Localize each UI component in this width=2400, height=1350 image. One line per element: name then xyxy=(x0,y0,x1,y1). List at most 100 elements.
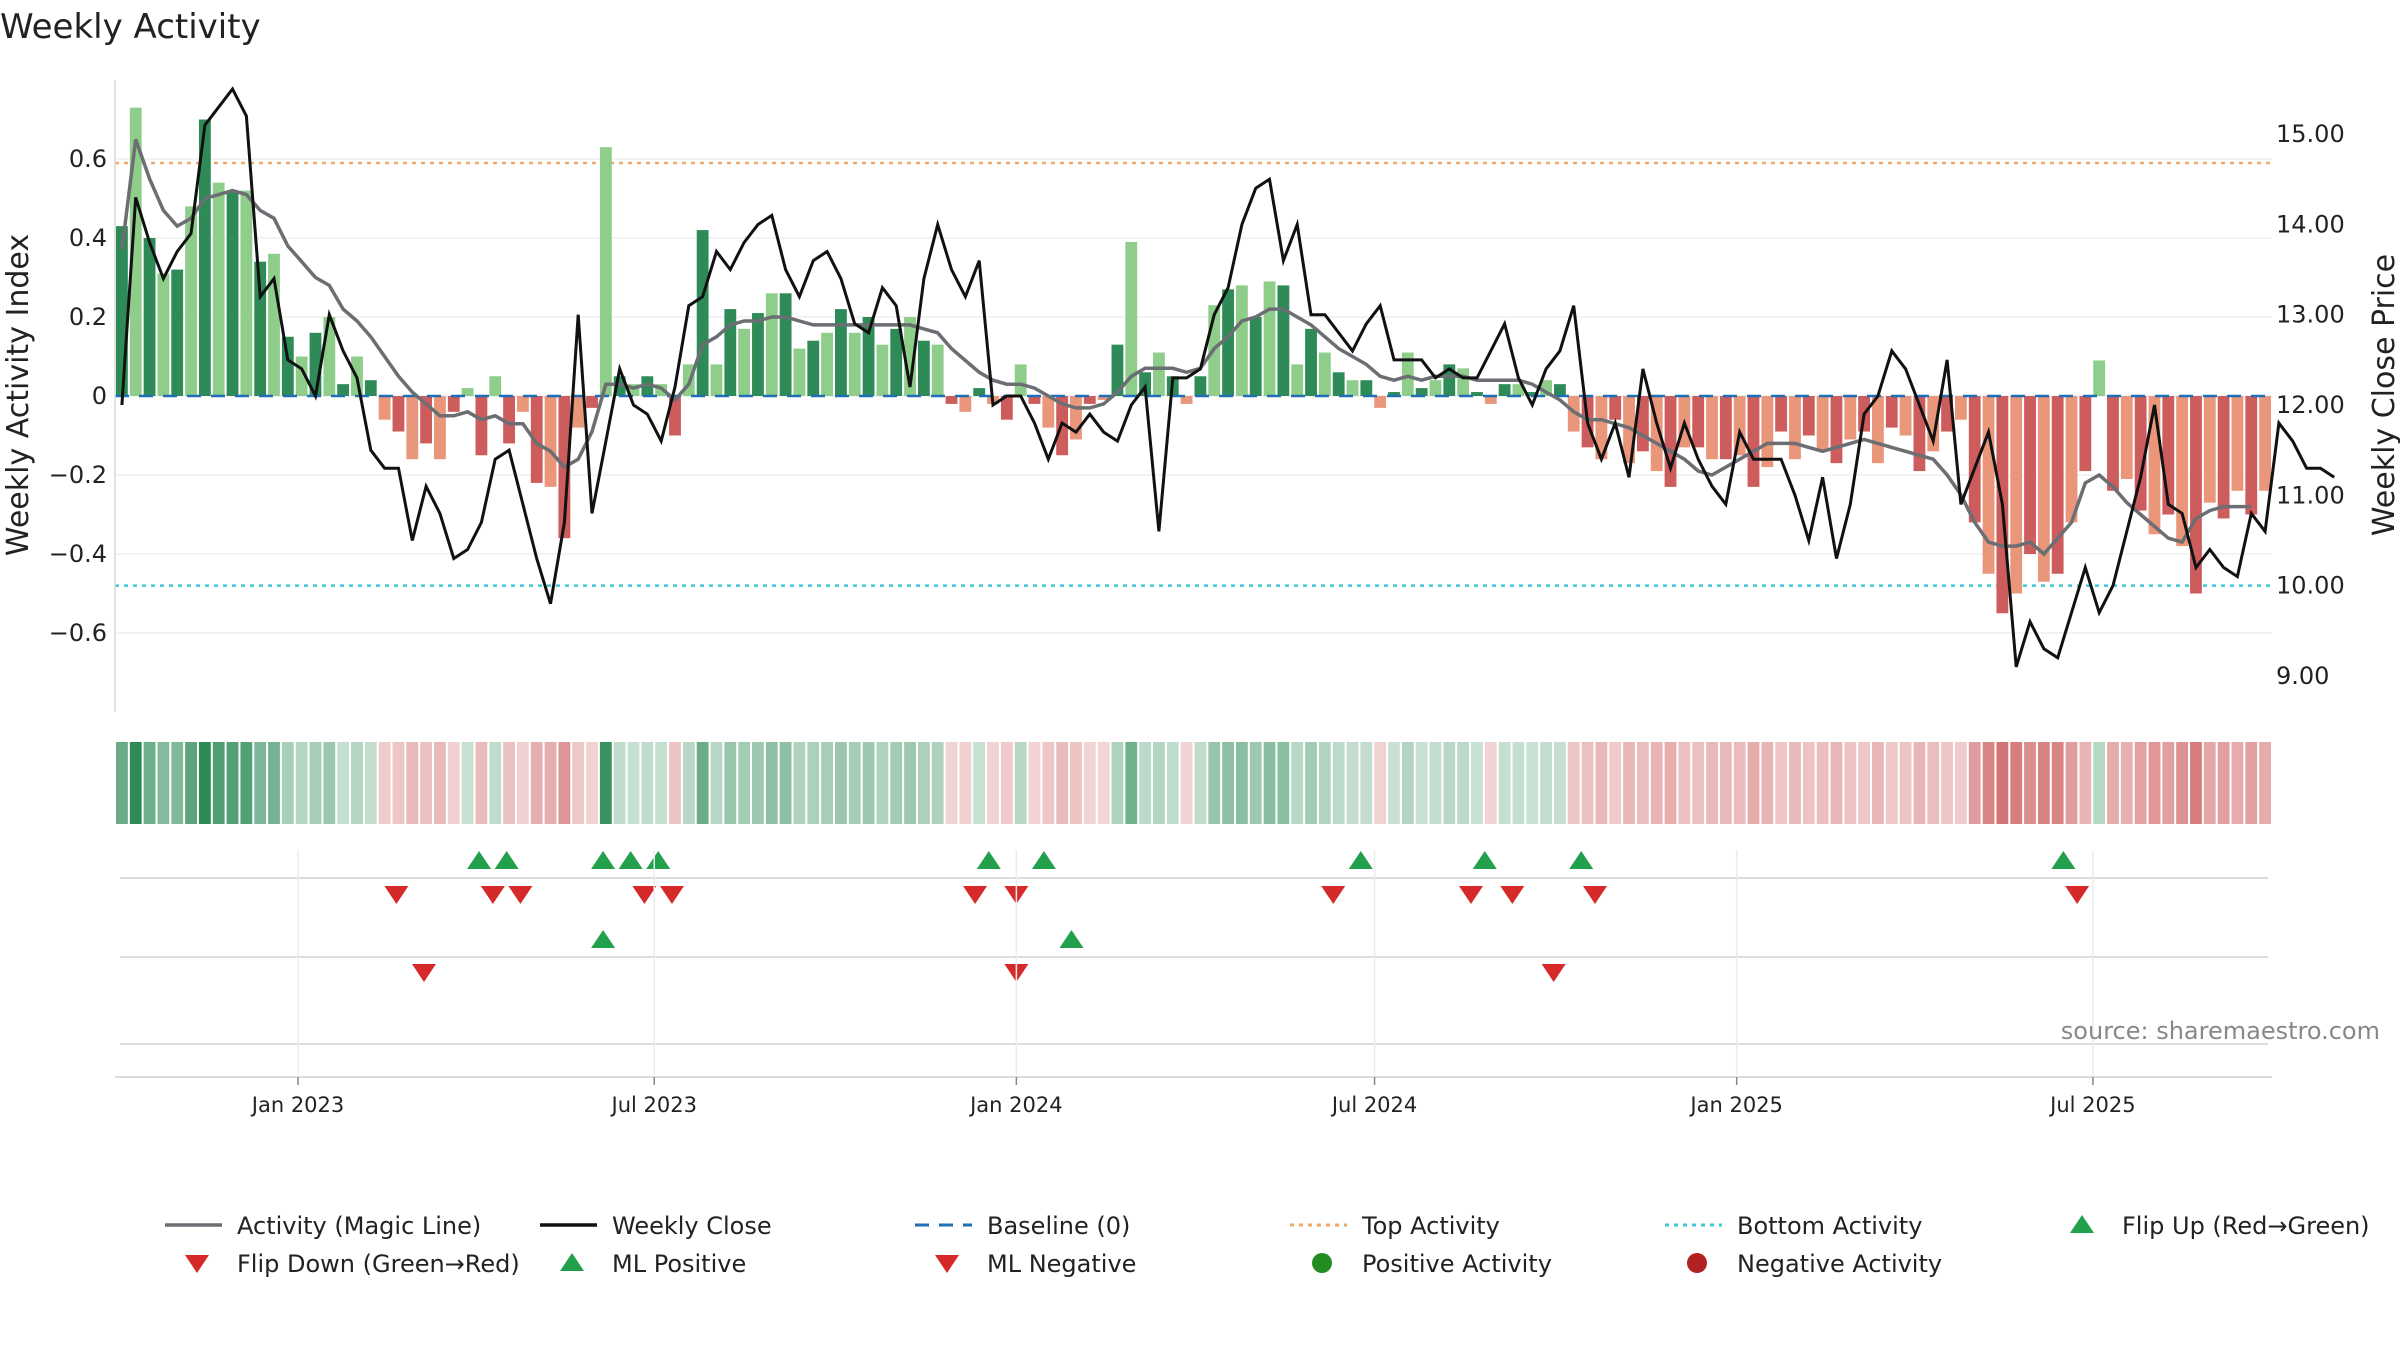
y-tick-right: 11.00 xyxy=(2276,481,2345,509)
activity-bar xyxy=(917,340,930,396)
strip-cell xyxy=(2190,742,2202,824)
magic-line xyxy=(120,138,2252,557)
legend-label: Activity (Magic Line) xyxy=(237,1212,481,1240)
activity-bar xyxy=(1733,396,1746,456)
activity-bar xyxy=(1291,364,1304,396)
strip-cell xyxy=(931,742,944,824)
strip-cell xyxy=(1056,742,1069,824)
strip-cell xyxy=(2024,742,2036,824)
strip-cell xyxy=(682,742,695,824)
strip-cell xyxy=(973,742,986,824)
strip-cell xyxy=(378,742,391,824)
activity-bar xyxy=(1125,241,1138,396)
activity-bar xyxy=(613,376,626,396)
y-tick-left: −0.6 xyxy=(49,619,107,647)
flip-down-marker xyxy=(632,886,657,904)
activity-bar xyxy=(807,340,820,396)
activity-bar xyxy=(1014,364,1027,396)
activity-bar xyxy=(1153,352,1165,396)
activity-bar xyxy=(489,376,502,396)
activity-bar xyxy=(1664,396,1677,487)
strip-cell xyxy=(1305,742,1317,824)
strip-cell xyxy=(1000,742,1013,824)
y-axis-right-label: Weekly Close Price xyxy=(2367,254,2400,536)
strip-cell xyxy=(1913,742,1926,824)
x-tick-label: Jul 2023 xyxy=(610,1093,697,1117)
activity-bar xyxy=(1761,396,1774,468)
strip-cell xyxy=(945,742,958,824)
flip-up-marker xyxy=(1031,851,1056,869)
strip-cell xyxy=(710,742,723,824)
strip-cell xyxy=(1623,742,1635,824)
activity-bar xyxy=(931,344,944,396)
strip-cell xyxy=(1872,742,1884,824)
x-tick-label: Jan 2025 xyxy=(1688,1093,1783,1117)
activity-bar xyxy=(1070,396,1082,440)
strip-cell xyxy=(904,742,916,824)
flip-down-marker xyxy=(659,886,684,904)
strip-cell xyxy=(434,742,446,824)
strip-cell xyxy=(2148,742,2161,824)
activity-bar xyxy=(1802,396,1815,436)
strip-cell xyxy=(1222,742,1234,824)
activity-bar xyxy=(876,344,889,396)
strip-cell xyxy=(599,742,612,824)
activity-bar xyxy=(1097,396,1110,400)
activity-bar xyxy=(641,376,654,396)
activity-bar xyxy=(1954,396,1967,420)
strip-cell xyxy=(268,742,280,824)
strip-cell xyxy=(240,742,253,824)
strip-cell xyxy=(1830,742,1843,824)
legend-label: Baseline (0) xyxy=(987,1212,1130,1240)
strip-cell xyxy=(475,742,488,824)
strip-cell xyxy=(1982,742,1995,824)
legend-swatch xyxy=(2070,1215,2094,1233)
strip-cell xyxy=(765,742,778,824)
activity-bar xyxy=(129,107,142,397)
strip-cell xyxy=(1028,742,1041,824)
activity-bar xyxy=(1305,328,1317,396)
ml-negative-marker xyxy=(1541,964,1566,982)
strip-cell xyxy=(1166,742,1179,824)
strip-cell xyxy=(1415,742,1428,824)
activity-bar xyxy=(2217,396,2230,519)
strip-cell xyxy=(2259,742,2271,824)
strip-cell xyxy=(323,742,336,824)
activity-bar xyxy=(1388,392,1400,396)
activity-bar xyxy=(848,332,861,396)
activity-bar xyxy=(337,384,350,396)
activity-bar xyxy=(1719,396,1732,460)
strip-cell xyxy=(1706,742,1718,824)
strip-cell xyxy=(2245,742,2258,824)
strip-cell xyxy=(1941,742,1953,824)
activity-bar xyxy=(1913,396,1926,472)
activity-bar xyxy=(738,328,751,396)
strip-cell xyxy=(848,742,861,824)
strip-cell xyxy=(2051,742,2064,824)
strip-cell xyxy=(987,742,999,824)
strip-cell xyxy=(1554,742,1566,824)
flip-down-marker xyxy=(963,886,988,904)
strip-cell xyxy=(171,742,184,824)
flip-up-marker xyxy=(1348,851,1373,869)
strip-cell xyxy=(1678,742,1691,824)
source-credit: source: sharemaestro.com xyxy=(2061,1017,2380,1045)
y-tick-left: 0 xyxy=(92,382,107,410)
strip-cell xyxy=(1540,742,1552,824)
activity-bar xyxy=(959,396,972,412)
activity-bar xyxy=(793,348,806,396)
strip-cell xyxy=(226,742,239,824)
strip-cell xyxy=(1954,742,1967,824)
strip-cell xyxy=(281,742,294,824)
activity-bar xyxy=(516,396,529,412)
strip-cell xyxy=(2079,742,2092,824)
flip-up-marker xyxy=(646,851,671,869)
activity-bar xyxy=(461,388,474,396)
activity-bar xyxy=(586,396,598,408)
flip-up-marker xyxy=(467,851,492,869)
activity-bar xyxy=(1789,396,1801,460)
strip-cell xyxy=(1761,742,1774,824)
strip-cell xyxy=(807,742,820,824)
